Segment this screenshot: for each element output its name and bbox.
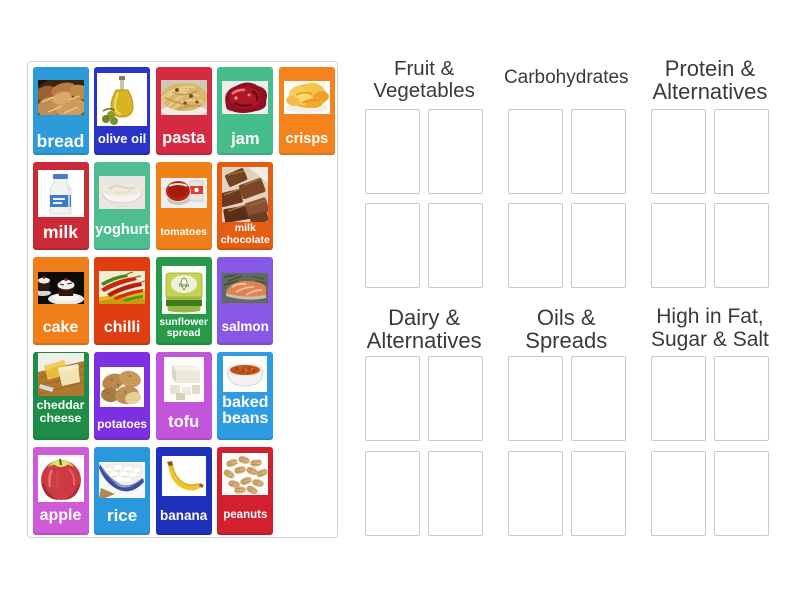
svg-text:flora: flora (179, 283, 189, 289)
